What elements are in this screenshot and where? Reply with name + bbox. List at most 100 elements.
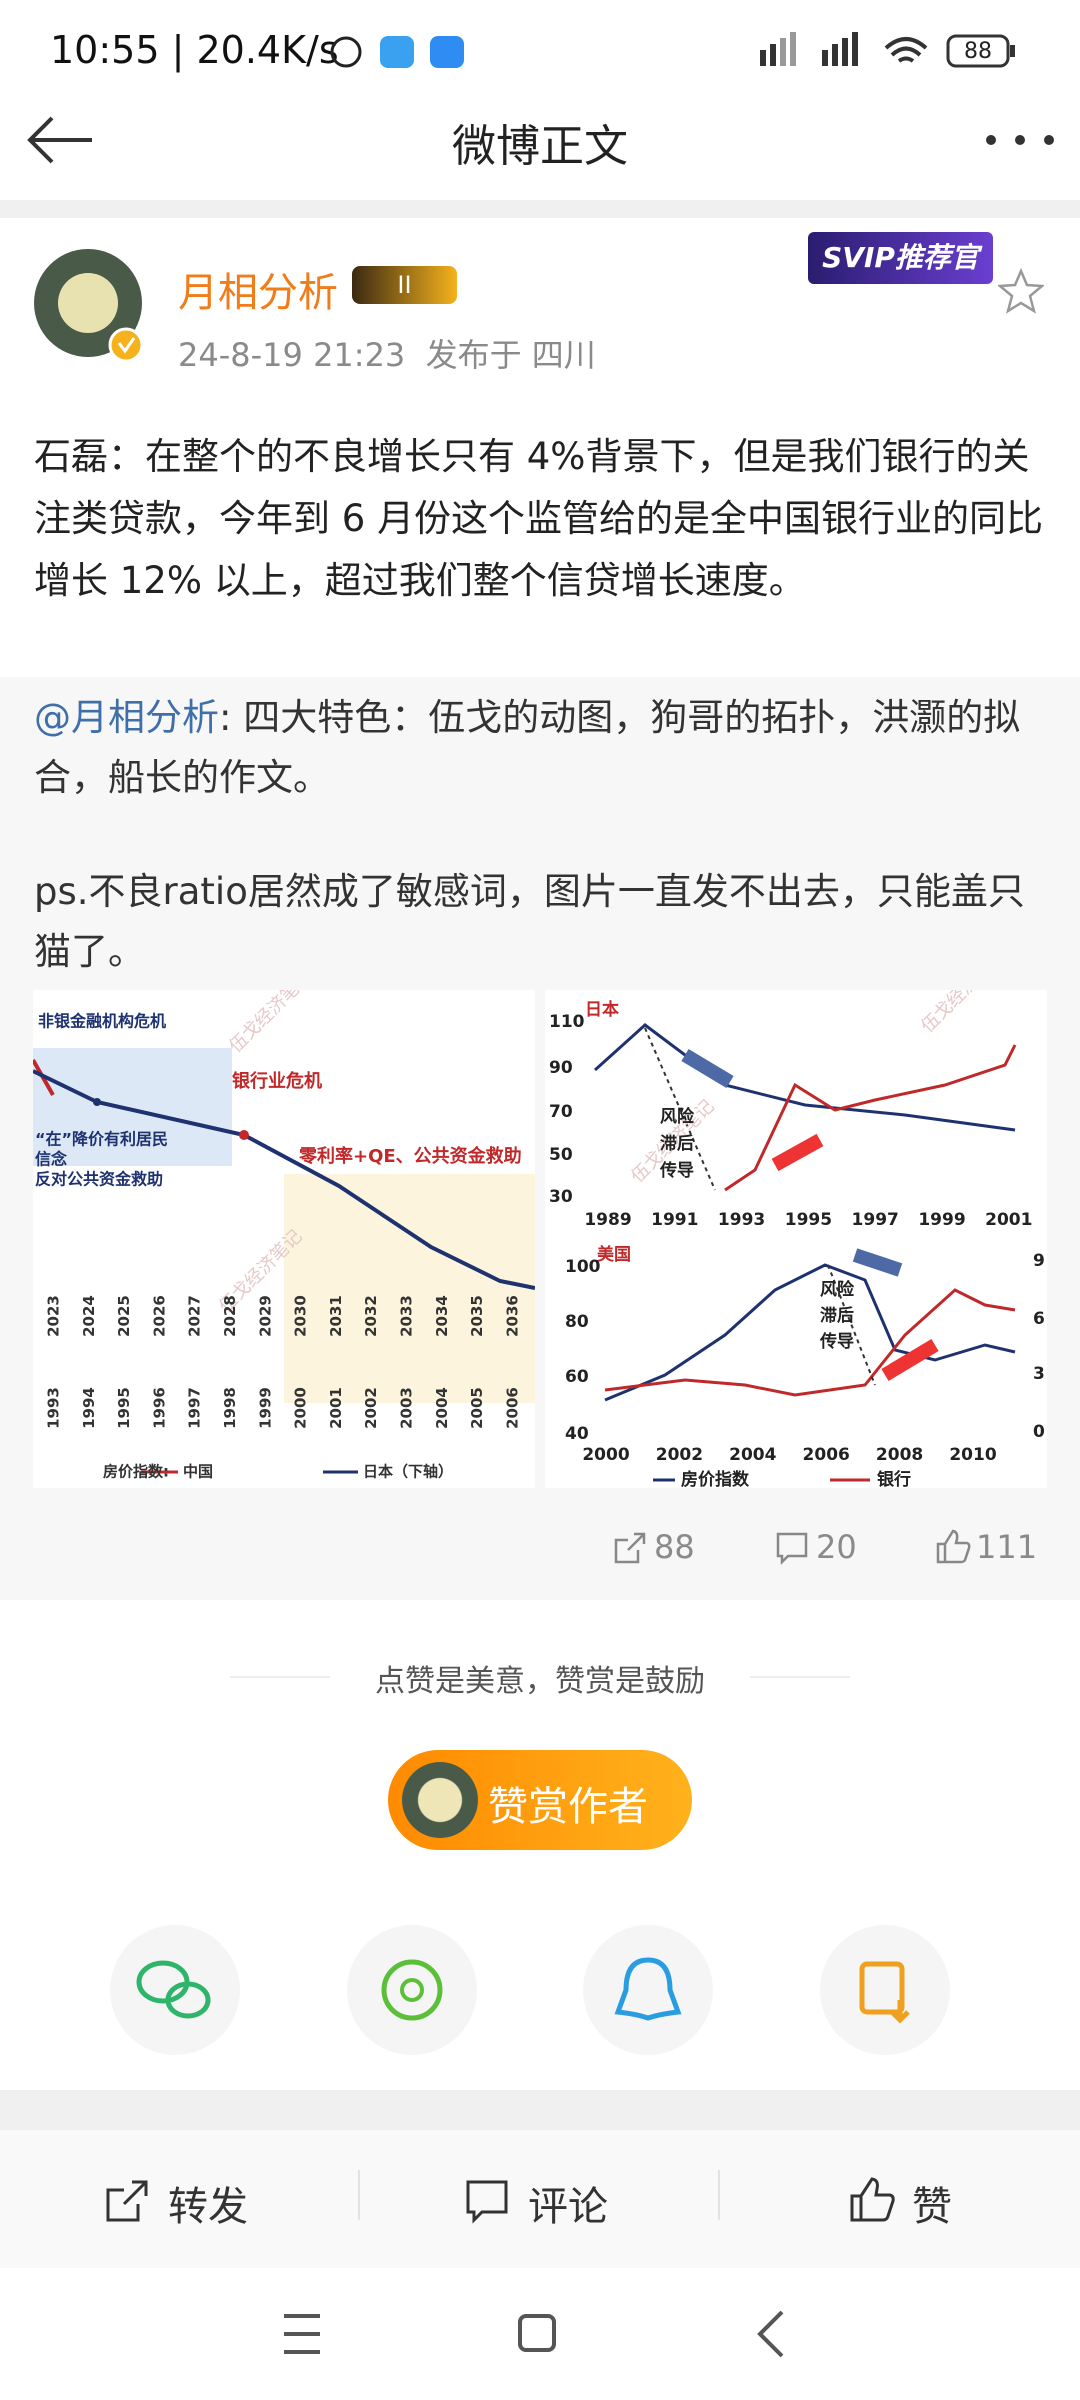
year-label: 2026 (150, 1295, 168, 1337)
chart-title: 美国 (597, 1244, 631, 1265)
comment-icon[interactable] (774, 1530, 810, 1566)
nav-home[interactable] (518, 2314, 556, 2352)
reward-label: 赞赏作者 (488, 1784, 648, 1830)
annotation: 传导 (819, 1331, 854, 1352)
annotation: 滞后 (820, 1306, 854, 1326)
y-tick-label: 60 (565, 1367, 589, 1387)
year-label: 1993 (45, 1387, 63, 1429)
x-tick-label: 2008 (876, 1445, 923, 1465)
image-label: 银行业危机 (232, 1070, 322, 1092)
year-label: 1994 (80, 1387, 98, 1429)
legend-entry: 银行 (877, 1469, 911, 1488)
share-moments[interactable] (347, 1925, 477, 2055)
year-label: 2032 (362, 1295, 380, 1337)
year-label: 2001 (327, 1387, 345, 1429)
x-tick-label: 1999 (918, 1210, 965, 1230)
reward-avatar (402, 1762, 478, 1838)
action-comment[interactable]: 评论 (528, 2184, 608, 2230)
more-button[interactable] (985, 130, 1055, 150)
battery-level: 88 (964, 39, 992, 64)
comment-count[interactable]: 20 (816, 1528, 857, 1566)
action-like-icon[interactable] (848, 2176, 896, 2224)
y2-tick-label: 0 (1033, 1422, 1045, 1442)
y2-tick-label: 3 (1033, 1364, 1045, 1384)
x-tick-label: 1997 (852, 1210, 899, 1230)
share-save[interactable] (820, 1925, 950, 2055)
repost-text: @月相分析: 四大特色：伍戈的动图，狗哥的拓扑，洪灏的拟合，船长的作文。 (34, 688, 1054, 808)
like-count[interactable]: 111 (976, 1528, 1038, 1566)
image-label: 信念 (35, 1150, 68, 1169)
year-label: 2024 (80, 1295, 98, 1337)
year-label: 1995 (115, 1387, 133, 1429)
net-speed: 20.4K/s (196, 28, 339, 72)
back-button[interactable] (24, 112, 98, 168)
action-comment-icon[interactable] (464, 2178, 510, 2224)
y-tick-label: 50 (549, 1145, 573, 1165)
annotation: 风险 (660, 1106, 695, 1127)
year-label: 1999 (256, 1387, 274, 1429)
image-right[interactable]: 伍戈经济笔记伍戈经济笔记日本11090705030198919911993199… (545, 990, 1047, 1488)
year-label: 2033 (398, 1295, 416, 1337)
image-left[interactable]: 伍戈经济笔记伍戈经济笔记非银金融机构危机银行业危机零利率+QE、公共资金救助“在… (33, 990, 535, 1488)
y-tick-label: 90 (549, 1058, 573, 1078)
annotation: 传导 (659, 1160, 694, 1181)
action-repost[interactable]: 转发 (168, 2184, 248, 2230)
legend-entry: 日本（下轴） (363, 1463, 453, 1481)
post-meta: 24-8-19 21:23 发布于 四川 (178, 330, 596, 376)
year-label: 2035 (468, 1295, 486, 1337)
chart-title: 日本 (585, 999, 619, 1020)
year-label: 2027 (186, 1295, 204, 1337)
year-label: 2005 (468, 1387, 486, 1429)
year-label: 2036 (503, 1295, 521, 1337)
legend-entry: 房价指数 (681, 1469, 750, 1488)
separator (0, 2090, 1080, 2130)
action-repost-icon[interactable] (104, 2178, 150, 2224)
year-label: 2029 (256, 1295, 274, 1337)
repost-icon[interactable] (612, 1530, 648, 1566)
x-tick-label: 2006 (803, 1445, 850, 1465)
y-tick-label: 70 (549, 1102, 573, 1122)
nav-menu[interactable] (284, 2314, 320, 2354)
author-name[interactable]: 月相分析 (178, 270, 338, 316)
repost-body: : 四大特色：伍戈的动图，狗哥的拓扑，洪灏的拟合，船长的作文。 (34, 696, 1021, 799)
x-tick-label: 2010 (949, 1445, 996, 1465)
y-tick-label: 40 (565, 1424, 589, 1444)
favorite-star[interactable] (998, 268, 1044, 314)
divider (230, 1676, 330, 1678)
image-label: 零利率+QE、公共资金救助 (298, 1145, 522, 1167)
like-icon[interactable] (934, 1528, 972, 1566)
year-label: 1997 (186, 1387, 204, 1429)
avatar[interactable] (30, 235, 150, 365)
divider (750, 1676, 850, 1678)
repost-note: ps.不良ratio居然成了敏感词，图片一直发不出去，只能盖只猫了。 (34, 870, 1025, 973)
share-qq[interactable] (583, 1925, 713, 2055)
year-label: 2023 (45, 1295, 63, 1337)
svip-badge: SVIP推荐官 (808, 232, 993, 284)
status-right: 88 (760, 32, 1015, 68)
reward-button[interactable]: 赞赏作者 (388, 1750, 692, 1850)
y-tick-label: 80 (565, 1312, 589, 1332)
action-bar (0, 2130, 1080, 2268)
x-tick-label: 1995 (785, 1210, 832, 1230)
year-label: 2030 (292, 1295, 310, 1337)
x-tick-label: 1993 (718, 1210, 765, 1230)
repost-count[interactable]: 88 (654, 1528, 695, 1566)
y-tick-label: 100 (565, 1257, 601, 1277)
nav-bar (0, 2268, 1080, 2400)
x-tick-label: 1989 (584, 1210, 631, 1230)
clock: 10:55 (50, 28, 160, 72)
year-label: 2006 (503, 1387, 521, 1429)
repost-author[interactable]: @月相分析 (34, 696, 219, 739)
x-tick-label: 2004 (729, 1445, 776, 1465)
legend-title: 房价指数: (103, 1463, 169, 1481)
level-badge: II (352, 266, 457, 304)
annotation: 滞后 (660, 1134, 694, 1154)
nav-back[interactable] (757, 2310, 784, 2358)
year-label: 2025 (115, 1295, 133, 1337)
legend-entry: 中国 (183, 1463, 213, 1481)
x-tick-label: 1991 (651, 1210, 698, 1230)
year-label: 1996 (150, 1387, 168, 1429)
y-tick-label: 110 (549, 1012, 585, 1032)
x-tick-label: 2002 (656, 1445, 703, 1465)
action-like[interactable]: 赞 (912, 2184, 952, 2230)
